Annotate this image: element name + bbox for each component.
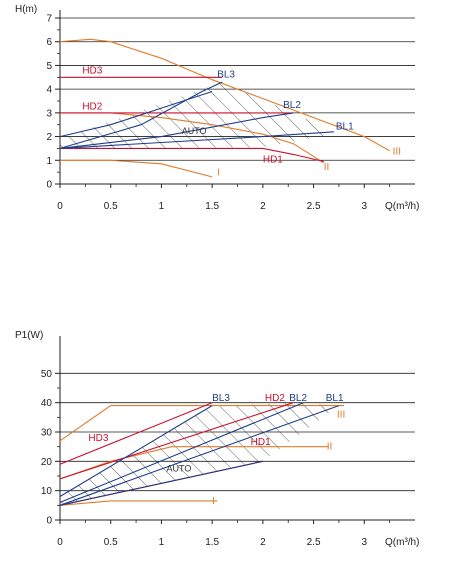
operating-region-hatch — [60, 402, 339, 506]
series-bl2-line — [59, 112, 294, 149]
x-tick-label: 0 — [57, 201, 63, 212]
annotation-hd2: HD2 — [265, 393, 285, 404]
annotation-bl2: BL2 — [289, 393, 307, 404]
y-tick-label: 5 — [46, 61, 52, 72]
y-tick-label: 4 — [46, 85, 52, 96]
series-auto-line — [59, 460, 264, 506]
y-tick-label: 1 — [46, 156, 52, 167]
y-tick-label: 50 — [41, 369, 53, 380]
series-bl2-line — [59, 402, 304, 503]
series-bl1-line — [59, 131, 334, 149]
series-bl1-line — [59, 405, 340, 506]
y-tick-label: 10 — [41, 486, 53, 497]
y-tick-label: 20 — [41, 457, 53, 468]
annotation-hd1: HD1 — [251, 437, 271, 448]
y-axis-label: P1(W) — [15, 330, 43, 341]
annotation-hd2: HD2 — [82, 101, 102, 112]
series-bl3-line — [59, 81, 223, 149]
series-hd1-line — [60, 147, 324, 163]
y-tick-label: 6 — [46, 37, 52, 48]
power-flow-chart: 0 10 20 30 40 50 0 0.5 1 1.5 2 2.5 3 P1(W) Q(m³/h) HD3 H… — [15, 330, 419, 548]
y-tick-label: 2 — [46, 132, 52, 143]
series-i-line — [60, 159, 213, 178]
x-tick-label: 0.5 — [104, 537, 118, 548]
x-tick-label: 2 — [260, 537, 266, 548]
annotation-auto: AUTO — [182, 126, 207, 136]
x-tick-label: 1 — [159, 201, 165, 212]
x-tick-label: 3 — [362, 201, 368, 212]
series-iii-line — [59, 405, 344, 442]
annotation-ii: II — [327, 442, 333, 453]
operating-region-hatch — [60, 82, 334, 149]
annotation-ii: II — [324, 162, 330, 173]
x-tick-label: 0 — [57, 537, 63, 548]
y-tick-label: 30 — [41, 428, 53, 439]
annotation-hd3: HD3 — [88, 433, 108, 444]
annotation-auto: AUTO — [167, 464, 192, 474]
x-tick-label: 1.5 — [205, 537, 219, 548]
y-tick-label: 3 — [46, 108, 52, 119]
annotation-bl1: BL1 — [336, 121, 354, 132]
annotation-i: I — [212, 496, 215, 507]
x-tick-label: 2 — [260, 201, 266, 212]
y-axis-label: H(m) — [15, 4, 37, 15]
y-tick-label: 0 — [46, 180, 52, 191]
y-tick-label: 7 — [46, 14, 52, 25]
annotation-bl3: BL3 — [217, 69, 235, 80]
y-tick-label: 40 — [41, 398, 53, 409]
series-auto-line — [59, 90, 213, 138]
y-tick-label: 0 — [46, 516, 52, 527]
x-tick-label: 0.5 — [104, 201, 118, 212]
x-tick-label: 2.5 — [307, 201, 321, 212]
annotation-iii: III — [393, 146, 401, 157]
annotation-i: I — [217, 168, 220, 179]
x-axis-label: Q(m³/h) — [385, 537, 419, 548]
x-tick-label: 1 — [159, 537, 165, 548]
annotation-iii: III — [337, 409, 345, 420]
x-tick-label: 1.5 — [205, 201, 219, 212]
annotation-bl3: BL3 — [212, 393, 230, 404]
series-hd2-line — [59, 402, 294, 480]
series-iii-line — [59, 38, 390, 152]
head-flow-chart: 0 1 2 3 4 5 6 7 0 0.5 1 1.5 2 2.5 3 H(m) Q(m³/h) HD3 HD2 HD… — [15, 4, 419, 212]
x-tick-label: 3 — [362, 537, 368, 548]
series-bl3-line — [59, 405, 213, 497]
annotation-hd3: HD3 — [82, 66, 102, 77]
x-tick-label: 2.5 — [307, 537, 321, 548]
annotation-bl1: BL1 — [326, 393, 344, 404]
series-i-line — [59, 500, 218, 506]
annotation-bl2: BL2 — [283, 100, 301, 111]
x-axis-label: Q(m³/h) — [385, 201, 419, 212]
annotation-hd1: HD1 — [263, 155, 283, 166]
series-hd3-line — [59, 402, 213, 465]
